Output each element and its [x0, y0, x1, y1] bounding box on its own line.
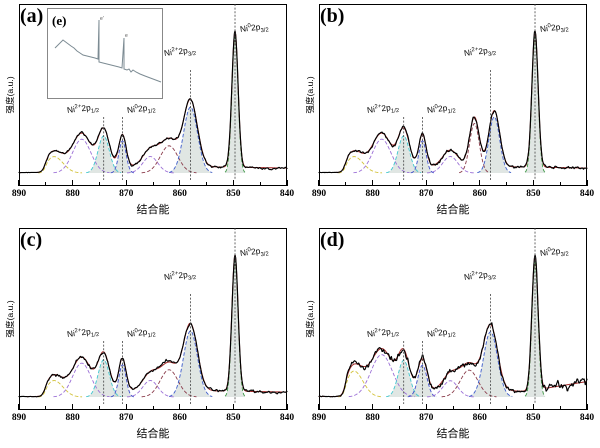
svg-text:e: e	[125, 33, 128, 39]
svg-text:e': e'	[100, 16, 104, 22]
svg-text:(e): (e)	[52, 13, 66, 28]
